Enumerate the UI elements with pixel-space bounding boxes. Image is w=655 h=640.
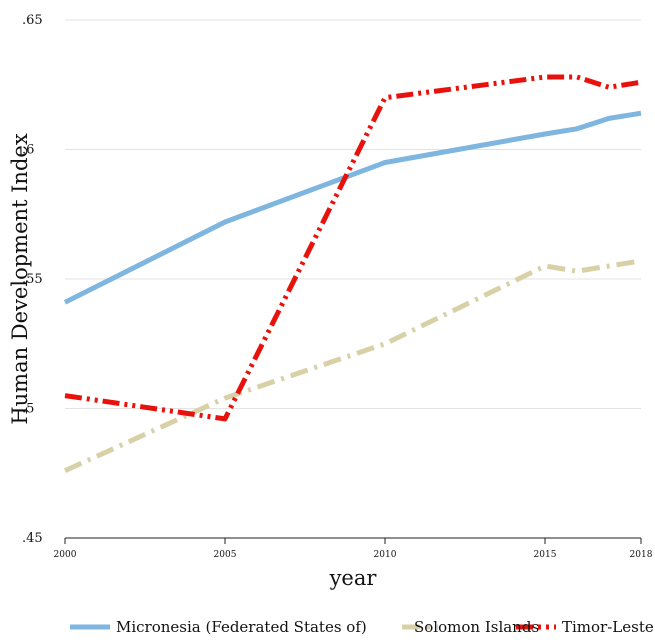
x-tick-label: 2015: [534, 550, 557, 560]
y-tick-label: .5: [22, 402, 34, 417]
x-axis: [64, 537, 642, 544]
y-tick-label: .65: [22, 13, 43, 28]
legend-label-1: Micronesia (Federated States of): [116, 618, 367, 635]
legend-label-3: Timor-Leste: [562, 618, 654, 635]
series-line-1: [63, 110, 642, 305]
y-tick-label: .45: [22, 531, 43, 546]
gridlines: [65, 19, 641, 539]
y-tick-label: .55: [22, 272, 43, 287]
x-tick-label: 2010: [374, 550, 397, 560]
y-axis-title: Human Development Index: [8, 133, 32, 425]
y-tick-label: .6: [22, 143, 34, 158]
legend: Micronesia (Federated States of) Solomon …: [70, 618, 654, 636]
series-line-3: [64, 74, 642, 422]
legend-label-2: Solomon Islands: [414, 618, 539, 635]
x-tick-label: 2000: [54, 550, 77, 560]
plot-series: [63, 74, 642, 473]
x-tick-label: 2005: [214, 550, 237, 560]
x-tick-label: 2018: [630, 550, 653, 560]
x-axis-title: year: [329, 566, 378, 590]
x-axis-tick-labels: 2000 2005 2010 2015 2018: [54, 550, 653, 560]
y-axis-tick-labels: .45 .5 .55 .6 .65: [22, 13, 43, 546]
series-line-2: [63, 258, 642, 473]
